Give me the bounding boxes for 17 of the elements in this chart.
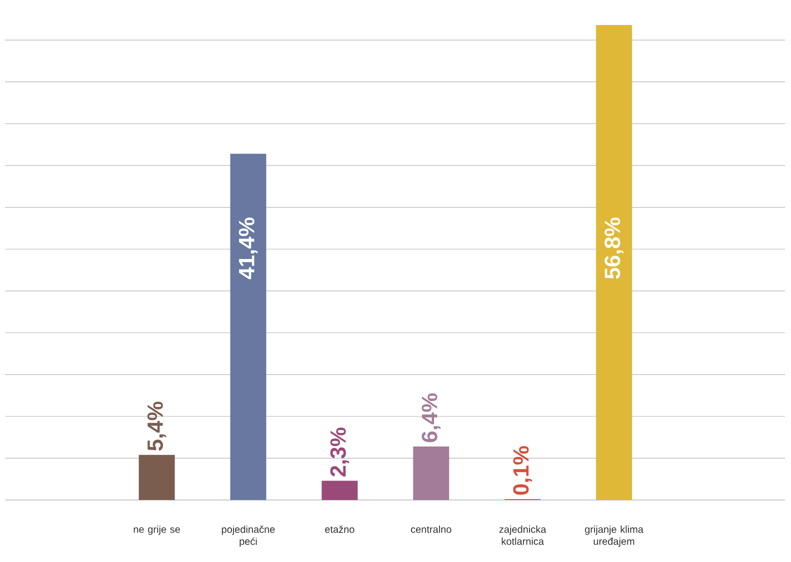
data-label: 56,8% bbox=[604, 218, 624, 279]
data-label: 2,3% bbox=[330, 428, 350, 476]
bar bbox=[413, 446, 450, 500]
x-tick-label: zajednicka kotlarnica bbox=[499, 526, 546, 545]
data-label: 0,1% bbox=[513, 446, 532, 495]
x-tick-label: pojedinačne peći bbox=[222, 526, 275, 547]
x-tick-label: etažno bbox=[325, 526, 354, 533]
data-label: 5,4% bbox=[147, 402, 166, 451]
bar bbox=[230, 154, 266, 500]
bar bbox=[138, 454, 175, 500]
x-tick-label: centralno bbox=[410, 526, 452, 533]
x-tick-label: ne grije se bbox=[134, 526, 180, 535]
bar bbox=[596, 24, 632, 500]
x-tick-label: grijanje klima uređajem bbox=[584, 526, 644, 547]
data-label: 6,4% bbox=[422, 393, 441, 442]
data-label: 41,4% bbox=[238, 218, 258, 280]
bar bbox=[322, 480, 358, 500]
